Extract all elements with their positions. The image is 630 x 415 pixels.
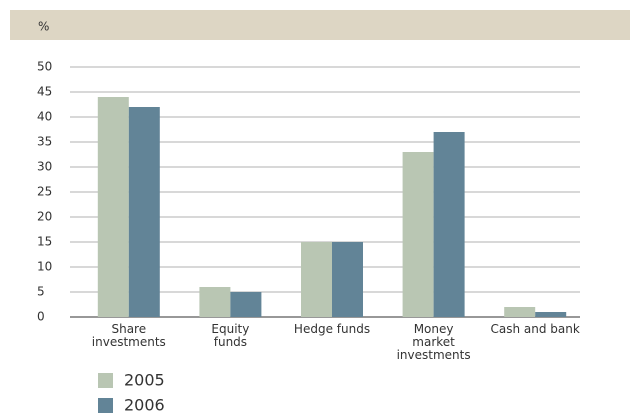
legend-swatch	[98, 373, 113, 388]
bar	[332, 242, 363, 317]
y-tick-label: 30	[37, 160, 52, 174]
y-tick-label: 45	[37, 85, 52, 99]
bar	[402, 152, 434, 317]
x-tick-label: Equity funds	[211, 322, 250, 349]
header-band	[10, 10, 630, 40]
y-tick-label: 15	[37, 235, 52, 249]
bar	[97, 97, 129, 317]
bar	[199, 287, 231, 317]
legend-label: 2005	[124, 371, 165, 390]
y-tick-label: 25	[37, 185, 52, 199]
y-tick-label: 10	[37, 260, 52, 274]
x-tick-label: Cash and bank	[490, 322, 580, 336]
y-tick-label: 0	[37, 310, 45, 324]
y-tick-label: 50	[37, 60, 52, 74]
bar	[433, 132, 465, 317]
y-tick-label: 20	[37, 210, 52, 224]
y-tick-label: 35	[37, 135, 52, 149]
bar	[535, 312, 567, 317]
bar	[230, 292, 262, 317]
legend-label: 2006	[124, 396, 165, 415]
x-tick-label: Share investments	[91, 322, 166, 349]
bar	[301, 242, 332, 317]
y-tick-label: 5	[37, 285, 45, 299]
x-tick-label: Money market investments	[396, 322, 471, 362]
bar	[504, 307, 536, 317]
y-tick-label: 40	[37, 110, 52, 124]
y-axis-label: %	[38, 20, 49, 34]
x-tick-label: Hedge funds	[293, 322, 371, 336]
legend-swatch	[98, 398, 113, 413]
bar	[128, 107, 160, 317]
